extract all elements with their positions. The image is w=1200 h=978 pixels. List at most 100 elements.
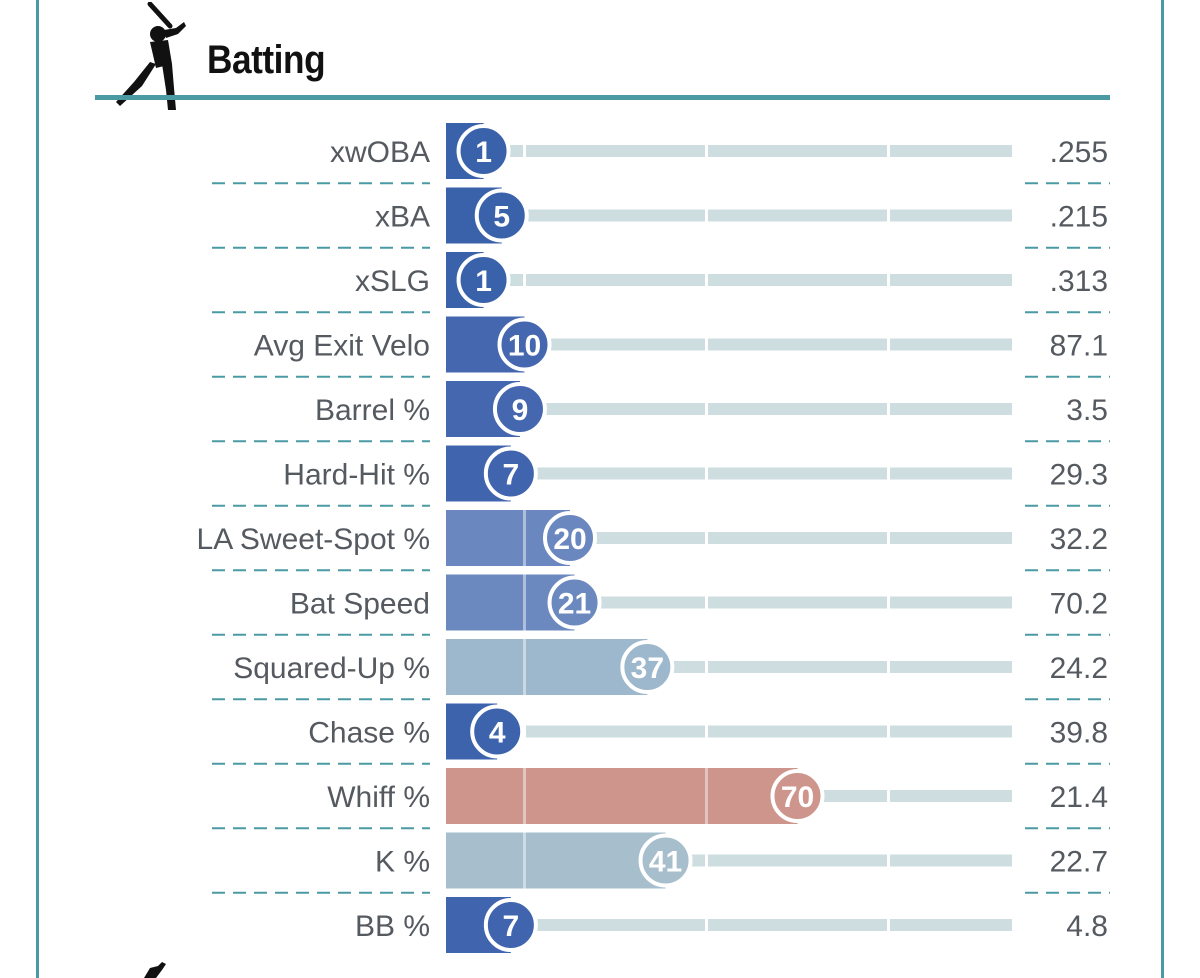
percentile-circle	[497, 317, 552, 372]
track-marker	[887, 338, 890, 351]
stat-value: 21.4	[1050, 781, 1108, 814]
stat-value: 4.8	[1066, 910, 1108, 943]
track-marker	[887, 790, 890, 802]
percentile-value: 10	[508, 330, 541, 363]
percentile-circle	[483, 898, 538, 952]
track-marker	[705, 854, 708, 867]
frame-right-border	[1161, 0, 1164, 978]
track-marker	[887, 661, 890, 673]
percentile-value: 7	[503, 910, 520, 943]
percentile-value: 7	[503, 459, 520, 492]
next-section-icon	[144, 962, 166, 978]
track-bar	[483, 274, 1012, 286]
bar-marker	[523, 639, 526, 695]
percentile-value: 20	[553, 523, 586, 556]
stat-value: 32.2	[1050, 523, 1108, 556]
frame-left-border	[36, 0, 39, 978]
metric-label: xwOBA	[330, 136, 430, 169]
track-marker	[705, 145, 708, 157]
track-marker	[887, 919, 890, 931]
metric-label: Chase %	[308, 717, 430, 750]
track-bar	[665, 854, 1012, 867]
track-marker	[705, 403, 708, 415]
percentile-value: 41	[649, 846, 682, 879]
track-marker	[887, 725, 890, 738]
stat-value: .313	[1050, 265, 1108, 298]
metric-label: xBA	[375, 201, 430, 234]
metric-label: BB %	[355, 910, 430, 943]
metric-label: K %	[375, 846, 430, 879]
percentile-circle	[483, 446, 538, 501]
track-bar	[501, 209, 1012, 222]
track-marker	[705, 725, 708, 738]
track-marker	[523, 274, 526, 286]
track-marker	[887, 403, 890, 415]
percentile-circle	[547, 575, 602, 630]
track-marker	[705, 661, 708, 673]
track-bar	[510, 919, 1012, 931]
percentile-circle	[456, 253, 511, 307]
stat-value: 22.7	[1050, 846, 1108, 879]
metric-label: Squared-Up %	[233, 652, 430, 685]
percentile-value: 70	[781, 781, 814, 814]
percentile-value: 1	[475, 136, 492, 169]
metric-label: Bat Speed	[290, 588, 430, 621]
metric-label: Avg Exit Velo	[254, 330, 430, 363]
track-bar	[519, 403, 1012, 415]
section-title: Batting	[207, 38, 326, 82]
bar-marker	[523, 832, 526, 889]
percentile-circle	[770, 769, 825, 823]
track-marker	[887, 145, 890, 157]
percentile-circle	[492, 382, 547, 436]
track-marker	[887, 274, 890, 286]
track-marker	[705, 274, 708, 286]
section-header-rule	[95, 95, 1110, 100]
stat-value: 39.8	[1050, 717, 1108, 750]
percentile-value: 5	[493, 201, 510, 234]
percentile-circle	[470, 704, 525, 759]
percentile-bar	[446, 639, 648, 695]
bar-marker	[523, 510, 526, 566]
percentile-circle	[456, 124, 511, 178]
percentile-value: 37	[631, 652, 664, 685]
track-bar	[524, 338, 1012, 351]
percentile-value: 1	[475, 265, 492, 298]
track-marker	[705, 532, 708, 544]
percentile-circle	[543, 511, 597, 565]
percentile-value: 21	[558, 588, 591, 621]
track-bar	[497, 725, 1012, 738]
track-marker	[523, 725, 526, 738]
stat-value: 3.5	[1066, 394, 1108, 427]
track-bar	[647, 661, 1012, 673]
percentile-circle	[474, 188, 529, 243]
stat-value: 87.1	[1050, 330, 1108, 363]
track-marker	[887, 467, 890, 480]
track-marker	[705, 338, 708, 351]
track-bar	[797, 790, 1012, 802]
stat-value: .215	[1050, 201, 1108, 234]
stat-value: 70.2	[1050, 588, 1108, 621]
track-bar	[510, 467, 1012, 480]
track-marker	[523, 145, 526, 157]
track-marker	[705, 467, 708, 480]
metric-label: Hard-Hit %	[283, 459, 430, 492]
track-bar	[570, 532, 1012, 544]
stat-value: 24.2	[1050, 652, 1108, 685]
metric-label: xSLG	[355, 265, 430, 298]
metric-label: LA Sweet-Spot %	[197, 523, 430, 556]
stat-value: .255	[1050, 136, 1108, 169]
track-marker	[705, 919, 708, 931]
percentile-bar	[446, 768, 798, 824]
track-marker	[887, 209, 890, 222]
percentile-value: 9	[512, 394, 529, 427]
track-marker	[887, 854, 890, 867]
percentile-circle	[620, 640, 675, 694]
percentile-circle	[638, 833, 693, 888]
track-marker	[887, 532, 890, 544]
percentile-value: 4	[489, 717, 506, 750]
track-bar	[574, 596, 1012, 609]
bar-marker	[705, 768, 708, 824]
bar-marker	[523, 768, 526, 824]
stat-value: 29.3	[1050, 459, 1108, 492]
